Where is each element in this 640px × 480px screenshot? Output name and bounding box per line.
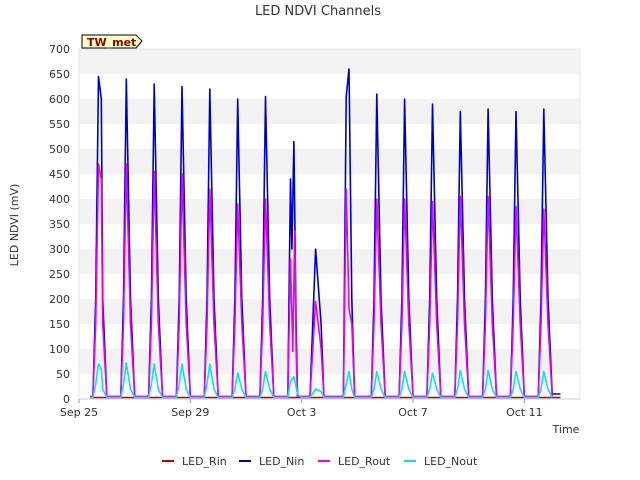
- x-axis-ticks: Sep 25 Sep 29 Oct 3 Oct 7 Oct 11: [60, 398, 580, 419]
- y-tick-label: 200: [49, 293, 70, 306]
- x-tick-label: Oct 11: [506, 406, 543, 419]
- x-tick-label: Oct 3: [287, 406, 317, 419]
- y-tick-label: 450: [49, 168, 70, 181]
- legend-label: LED_Rin: [182, 455, 227, 468]
- grid-band: [79, 249, 580, 274]
- y-axis-title: LED NDVI (mV): [8, 184, 21, 267]
- x-tick-label: Sep 29: [171, 406, 209, 419]
- grid-band: [79, 124, 580, 149]
- y-tick-label: 500: [49, 143, 70, 156]
- y-tick-label: 550: [49, 118, 70, 131]
- legend-label: LED_Nin: [259, 455, 304, 468]
- grid-band: [79, 74, 580, 99]
- y-tick-label: 0: [63, 393, 70, 406]
- grid-band: [79, 49, 580, 74]
- grid-band: [79, 299, 580, 324]
- y-tick-label: 400: [49, 193, 70, 206]
- grid-band: [79, 374, 580, 399]
- y-tick-label: 100: [49, 343, 70, 356]
- chart-title: LED NDVI Channels: [255, 4, 381, 19]
- y-tick-label: 50: [56, 368, 70, 381]
- badge-shape: [81, 34, 143, 49]
- y-tick-label: 700: [49, 43, 70, 56]
- x-tick-label: Oct 7: [398, 406, 428, 419]
- station-badge: TW_met: [81, 34, 143, 49]
- grid-band: [79, 149, 580, 174]
- grid-band: [79, 174, 580, 199]
- legend-item-led-rin[interactable]: LED_Rin: [162, 455, 227, 468]
- legend-label: LED_Nout: [424, 455, 478, 468]
- legend-item-led-nout[interactable]: LED_Nout: [404, 455, 478, 468]
- series-layer: [90, 68, 561, 399]
- y-tick-label: 300: [49, 243, 70, 256]
- grid-band: [79, 324, 580, 349]
- y-tick-label: 150: [49, 318, 70, 331]
- x-tick-label: Sep 25: [60, 406, 98, 419]
- x-axis-title: Time: [552, 423, 580, 436]
- legend-item-led-nin[interactable]: LED_Nin: [239, 455, 304, 468]
- series-line-led-nout: [90, 362, 553, 399]
- y-tick-label: 650: [49, 68, 70, 81]
- y-tick-label: 250: [49, 268, 70, 281]
- grid-band: [79, 349, 580, 374]
- y-tick-label: 600: [49, 93, 70, 106]
- badge-label: TW_met: [87, 36, 136, 49]
- grid-band: [79, 274, 580, 299]
- legend: LED_Rin LED_Nin LED_Rout LED_Nout: [162, 455, 478, 468]
- legend-label: LED_Rout: [338, 455, 391, 468]
- y-tick-label: 350: [49, 218, 70, 231]
- y-axis-ticks: 0 50 100 150 200 250 300 350 400 450 500 550 600 650 7…: [49, 43, 70, 406]
- grid-band: [79, 199, 580, 224]
- grid-band: [79, 99, 580, 124]
- series-line-led-rout: [90, 163, 553, 398]
- legend-item-led-rout[interactable]: LED_Rout: [318, 455, 391, 468]
- grid-band: [79, 224, 580, 249]
